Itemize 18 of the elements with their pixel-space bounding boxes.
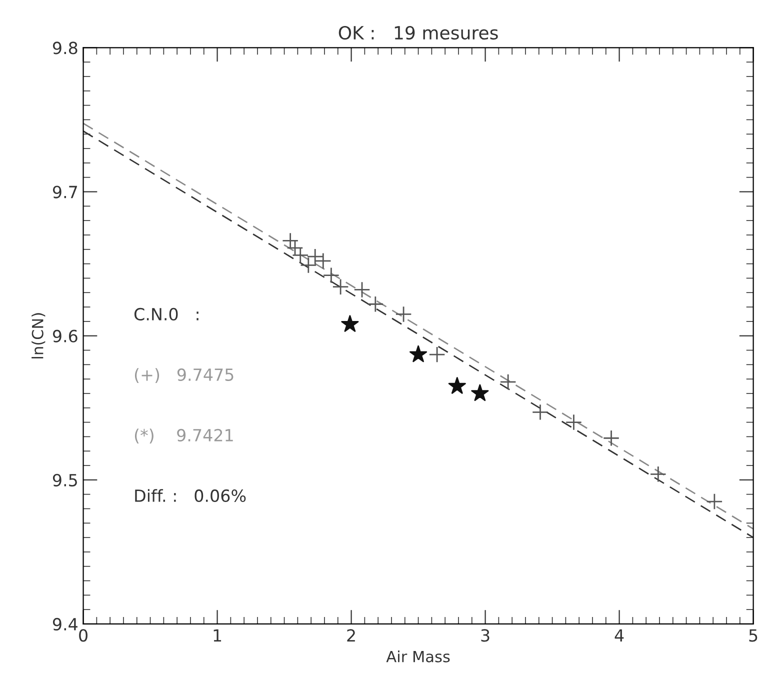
x-tick-label: 3 — [481, 629, 490, 642]
x-tick-label: 5 — [749, 629, 758, 642]
annotation: (+) 9.7475 — [134, 368, 234, 383]
annotation: Diff. : 0.06% — [135, 489, 246, 502]
annotation: C.N.0 : — [134, 308, 198, 320]
y-tick-label: 9.4 — [52, 618, 78, 631]
chart-title: OK : 19 mesures — [338, 26, 498, 40]
x-tick-label: 4 — [614, 629, 624, 642]
x-tick-label: 1 — [214, 629, 222, 642]
x-tick-label: 0 — [79, 629, 88, 642]
x-axis-title: Air Mass — [386, 650, 450, 662]
y-axis-title: ln(CN) — [32, 313, 46, 358]
y-tick-label: 9.6 — [52, 330, 78, 342]
y-tick-label: 9.8 — [52, 42, 78, 54]
y-tick-label: 9.5 — [52, 474, 77, 486]
annotation: (*) 9.7421 — [134, 428, 233, 444]
x-tick-label: 2 — [347, 629, 355, 642]
y-tick-label: 9.7 — [52, 186, 77, 198]
